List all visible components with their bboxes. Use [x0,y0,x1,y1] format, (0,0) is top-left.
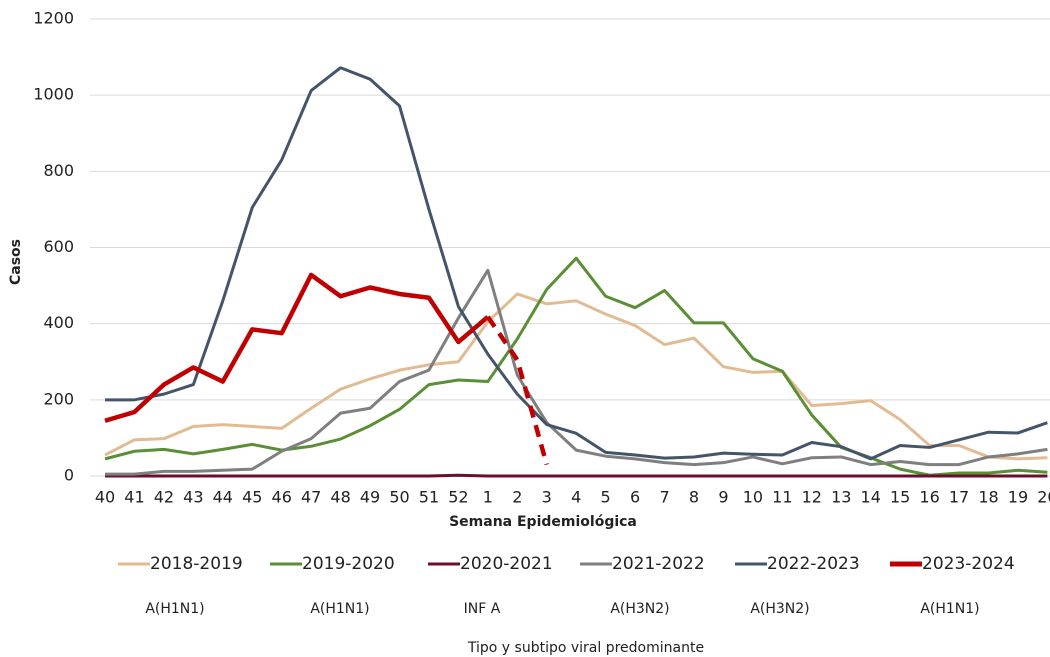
x-tick-label: 43 [183,488,203,507]
annotation: A(H3N2) [610,601,669,617]
x-tick-label: 3 [542,488,552,507]
legend-label: 2023-2024 [922,554,1015,574]
y-axis-title: Casos [8,239,24,285]
x-tick-label: 9 [718,488,728,507]
series-line [105,473,1048,478]
x-tick-label: 4 [571,488,581,507]
x-tick-label: 11 [772,488,792,507]
series-line [104,292,1048,461]
annotation: A(H1N1) [310,601,369,617]
x-tick-label: 20 [1037,488,1050,507]
series-line [104,256,1048,477]
x-tick-label: 14 [861,488,881,507]
annotation: INF A [464,601,501,617]
x-axis-title: Semana Epidemiológica [449,514,637,530]
x-tick-label: 1 [483,488,493,507]
series-line [105,66,1048,461]
x-tick-label: 40 [95,488,115,507]
series-line [105,268,1048,476]
x-tick-label: 47 [301,488,321,507]
series-line [485,315,549,466]
x-tick-label: 49 [360,488,380,507]
x-tick-label: 45 [242,488,262,507]
legend-label: 2020-2021 [460,554,553,574]
y-tick-label: 1200 [33,9,74,28]
y-tick-label: 200 [43,389,74,408]
x-tick-label: 16 [919,488,939,507]
x-tick-label: 51 [419,488,439,507]
x-tick-label: 50 [389,488,409,507]
y-tick-label: 1000 [33,85,74,104]
x-tick-label: 19 [1008,488,1028,507]
x-tick-label: 17 [949,488,969,507]
y-tick-label: 0 [64,466,74,485]
x-tick-label: 48 [330,488,350,507]
x-tick-label: 52 [448,488,468,507]
x-tick-label: 7 [659,488,669,507]
annotation: A(H1N1) [920,601,979,617]
x-tick-label: 42 [154,488,174,507]
annotation-title: Tipo y subtipo viral predominante [467,640,704,656]
y-tick-label: 800 [43,161,74,180]
x-tick-label: 5 [601,488,611,507]
x-tick-label: 8 [689,488,699,507]
y-tick-label: 600 [43,237,74,256]
legend-label: 2021-2022 [612,554,705,574]
x-tick-label: 6 [630,488,640,507]
series-line [104,272,490,423]
legend-label: 2019-2020 [302,554,395,574]
x-tick-label: 41 [124,488,144,507]
x-tick-label: 13 [831,488,851,507]
x-tick-label: 46 [272,488,292,507]
legend-label: 2018-2019 [150,554,243,574]
x-tick-label: 2 [512,488,522,507]
annotation: A(H1N1) [145,601,204,617]
y-tick-label: 400 [43,313,74,332]
annotation: A(H3N2) [750,601,809,617]
x-tick-label: 12 [802,488,822,507]
x-tick-label: 44 [213,488,233,507]
x-tick-label: 18 [978,488,998,507]
x-tick-label: 10 [743,488,763,507]
x-tick-label: 15 [890,488,910,507]
legend-label: 2022-2023 [767,554,860,574]
